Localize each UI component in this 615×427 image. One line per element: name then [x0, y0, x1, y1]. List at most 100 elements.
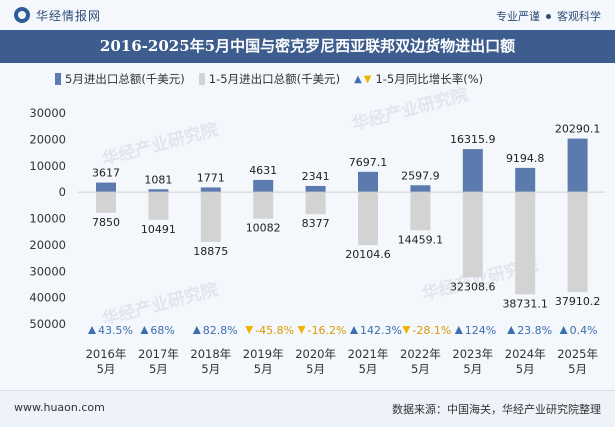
x-tick-label: 2023年 [452, 347, 493, 361]
brand[interactable]: 华经情报网 [14, 6, 101, 24]
tagline-right: 客观科学 [557, 10, 601, 23]
bar-label-cumulative: 20104.6 [345, 248, 391, 261]
y-tick-label: 40000 [29, 291, 66, 305]
bar-label-month: 2597.9 [401, 169, 440, 182]
growth-up-triangle [507, 326, 516, 334]
growth-label: 23.8% [517, 324, 552, 337]
bar-label-month: 7697.1 [349, 156, 388, 169]
bar-label-cumulative: 14459.1 [398, 233, 444, 246]
growth-down-triangle [245, 326, 254, 334]
growth-up-triangle [454, 326, 463, 334]
legend-label-month: 5月进出口总额(千美元) [65, 72, 185, 86]
down-triangle-icon: ▼ [363, 73, 372, 85]
x-tick-label: 5月 [97, 362, 116, 376]
bar-month [253, 179, 274, 193]
growth-label: -16.2% [308, 324, 347, 337]
bar-label-cumulative: 38731.1 [502, 297, 548, 310]
y-tick-label: 0 [59, 185, 66, 199]
bar-month [358, 171, 378, 193]
bar-cumulative [567, 192, 588, 293]
bar-month [515, 167, 536, 193]
bar-cumulative [253, 192, 274, 219]
bar-cumulative [515, 192, 536, 295]
bar-label-cumulative: 10491 [141, 223, 176, 236]
bar-cumulative [462, 192, 483, 278]
tagline-left: 专业严谨 [496, 10, 540, 23]
bar-month [567, 138, 588, 193]
bar-label-month: 4631 [249, 164, 277, 177]
growth-up-triangle [192, 326, 201, 334]
y-tick-label: 20000 [29, 238, 66, 252]
y-tick-label: 30000 [29, 106, 66, 120]
bar-label-month: 20290.1 [555, 123, 601, 136]
bar-cumulative [200, 192, 221, 242]
legend-label-growth: 1-5月同比增长率(%) [375, 72, 484, 86]
brand-name: 华经情报网 [36, 8, 102, 23]
x-tick-label: 5月 [568, 362, 587, 376]
x-tick-label: 2022年 [400, 347, 441, 361]
y-tick-label: 20000 [29, 132, 66, 146]
x-tick-label: 5月 [463, 362, 482, 376]
y-tick-label: 10000 [29, 159, 66, 173]
bar-label-month: 1081 [144, 173, 172, 186]
x-tick-label: 2016年 [86, 347, 127, 361]
bar-month [200, 187, 221, 193]
growth-label: 124% [465, 324, 496, 337]
bar-chart: 30000 20000 10000 0 10000 20000 30000 40000 5000… [29, 106, 605, 376]
x-tick-label: 5月 [411, 362, 430, 376]
bar-month [410, 185, 431, 193]
x-tick-label: 2021年 [348, 347, 389, 361]
y-tick-label: 50000 [29, 317, 66, 331]
bar-label-cumulative: 10082 [246, 222, 281, 235]
chart-title: 2016-2025年5月中国与密克罗尼西亚联邦双边货物进出口额 [99, 37, 516, 55]
title-bar: 2016-2025年5月中国与密克罗尼西亚联邦双边货物进出口额 [0, 30, 615, 63]
legend: 5月进出口总额(千美元) 1-5月进出口总额(千美元) ▲ ▼ 1-5月同比增长… [55, 71, 497, 87]
x-tick-label: 5月 [201, 362, 220, 376]
x-tick-label: 2024年 [505, 347, 546, 361]
y-tick-label: 30000 [29, 264, 66, 278]
growth-up-triangle [140, 326, 149, 334]
dot-icon [546, 13, 551, 19]
growth-up-triangle [559, 326, 568, 334]
legend-item-growth: ▲ ▼ 1-5月同比增长率(%) [354, 71, 483, 87]
bar-cumulative [96, 192, 116, 213]
up-triangle-icon: ▲ [354, 73, 362, 85]
growth-label: -28.1% [412, 324, 451, 337]
growth-down-triangle [297, 326, 306, 334]
bar-cumulative [358, 192, 378, 246]
growth-up-triangle [350, 326, 358, 334]
bar-label-cumulative: 18875 [193, 245, 228, 258]
bar-label-month: 9194.8 [506, 152, 545, 165]
bar-label-cumulative: 7850 [92, 216, 120, 229]
tagline: 专业严谨 客观科学 [496, 8, 601, 24]
bar-cumulative [148, 192, 169, 220]
growth-label: 0.4% [570, 324, 598, 337]
bar-month [96, 182, 116, 193]
bar-label-month: 3617 [92, 167, 120, 180]
bar-month [462, 149, 483, 193]
bar-label-cumulative: 37910.2 [555, 295, 601, 308]
bar-month [305, 185, 326, 193]
growth-up-triangle [88, 326, 96, 334]
bar-label-month: 2341 [302, 170, 330, 183]
growth-label: 68% [150, 324, 174, 337]
footer-url[interactable]: www.huaon.com [14, 401, 105, 414]
x-tick-label: 5月 [516, 362, 535, 376]
growth-label: 82.8% [203, 324, 238, 337]
legend-swatch-cumulative [198, 73, 205, 85]
logo-icon [14, 7, 30, 23]
bar-label-month: 1771 [197, 171, 225, 184]
x-tick-label: 2025年 [557, 347, 598, 361]
bar-label-month: 16315.9 [450, 133, 496, 146]
x-tick-label: 2019年 [243, 347, 284, 361]
growth-down-triangle [402, 326, 411, 334]
legend-swatch-month [55, 73, 61, 85]
growth-label: -45.8% [255, 324, 294, 337]
legend-item-cumulative: 1-5月进出口总额(千美元) [198, 71, 340, 87]
bar-label-cumulative: 32308.6 [450, 280, 496, 293]
x-tick-label: 5月 [254, 362, 273, 376]
x-tick-label: 2018年 [190, 347, 231, 361]
x-tick-label: 2017年 [138, 347, 179, 361]
x-tick-label: 2020年 [295, 347, 336, 361]
